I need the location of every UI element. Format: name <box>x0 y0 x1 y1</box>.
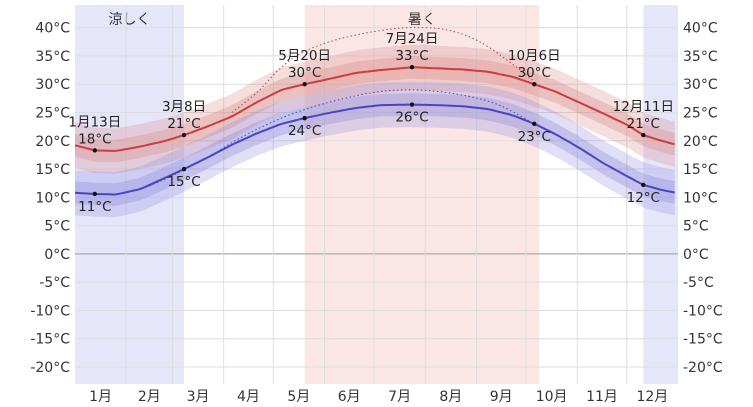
annotation-temp: 33°C <box>395 48 428 64</box>
y-tick-label-right: 5°C <box>683 219 709 235</box>
annotation-point <box>302 81 307 87</box>
low-band-inner <box>75 93 675 206</box>
season-band <box>643 5 678 384</box>
y-tick-label-left: 40°C <box>35 21 70 37</box>
low-band-outer <box>75 81 675 218</box>
y-tick-label-left: 15°C <box>35 162 70 178</box>
annotation-date: 12月11日 <box>613 99 674 115</box>
y-tick-label-right: 0°C <box>683 247 709 263</box>
annotation-temp: 18°C <box>78 131 111 147</box>
annotation-point <box>302 115 307 121</box>
annotation-point <box>92 191 98 197</box>
annotations: 18°C1月13日11°C21°C3月8日15°C30°C5月20日24°C33… <box>68 31 674 215</box>
annotation-point <box>532 81 537 87</box>
percentile-bands <box>75 44 675 218</box>
annotation-point <box>181 132 187 138</box>
annotation-date: 5月20日 <box>278 48 331 64</box>
x-tick-label: 5月 <box>287 389 310 405</box>
high-band-inner <box>75 55 675 163</box>
annotation-temp: 30°C <box>288 65 321 81</box>
y-tick-label-right: 30°C <box>683 77 718 93</box>
annotation-point <box>92 148 98 153</box>
y-tick-label-left: 5°C <box>44 219 70 235</box>
annotation-temp: 21°C <box>627 116 660 132</box>
annotation-temp: 11°C <box>78 199 111 215</box>
y-tick-label-right: 35°C <box>683 49 718 65</box>
annotation-point <box>409 65 415 70</box>
feels-like-high-line <box>231 27 535 113</box>
grid-lines <box>75 5 678 384</box>
annotation-point <box>641 132 646 138</box>
x-tick-label: 6月 <box>338 389 361 405</box>
y-tick-label-right: -15°C <box>683 332 723 348</box>
high-temp-line <box>74 66 675 152</box>
annotation-point <box>641 182 646 188</box>
x-tick-label: 3月 <box>187 389 210 405</box>
feels-like-low-line <box>149 89 535 187</box>
x-tick-label: 1月 <box>89 389 112 405</box>
y-tick-label-left: -5°C <box>39 275 70 291</box>
x-tick-label: 9月 <box>490 389 513 405</box>
y-tick-label-left: -15°C <box>30 332 70 348</box>
x-tick-label: 4月 <box>237 389 260 405</box>
y-tick-label-left: 30°C <box>35 77 70 93</box>
low-temp-line <box>74 103 675 196</box>
y-tick-label-right: 40°C <box>683 21 718 37</box>
annotation-temp: 24°C <box>288 123 321 139</box>
x-tick-label: 7月 <box>388 389 411 405</box>
annotation-point <box>532 121 537 126</box>
annotation-temp: 12°C <box>627 190 660 206</box>
y-tick-label-left: 25°C <box>35 105 70 121</box>
axes: 40°C 40°C 35°C 35°C 30°C 30°C 25°C 25°C 20°C 20°C… <box>30 21 723 405</box>
annotation-date: 10月6日 <box>508 48 561 64</box>
y-tick-label-left: 10°C <box>35 190 70 206</box>
y-tick-label-left: -20°C <box>30 360 70 376</box>
y-tick-label-right: -20°C <box>683 360 723 376</box>
y-tick-label-right: 25°C <box>683 105 718 121</box>
annotation-temp: 21°C <box>167 116 200 132</box>
x-tick-label: 2月 <box>138 389 161 405</box>
x-tick-label: 12月 <box>636 389 668 405</box>
annotation-date: 1月13日 <box>68 114 121 130</box>
x-tick-label: 10月 <box>536 389 568 405</box>
y-tick-label-left: 0°C <box>44 247 70 263</box>
annotation-point <box>409 102 415 107</box>
annotation-temp: 15°C <box>167 174 200 190</box>
annotation-temp: 26°C <box>395 110 428 126</box>
y-tick-label-left: -10°C <box>30 303 70 319</box>
x-tick-label: 11月 <box>586 389 618 405</box>
series-lines <box>74 27 675 196</box>
y-tick-label-left: 20°C <box>35 134 70 150</box>
high-band-outer <box>75 44 675 174</box>
season-label: 暑く <box>408 12 436 28</box>
season-label: 涼しく <box>109 12 151 28</box>
y-tick-label-right: -10°C <box>683 303 723 319</box>
y-tick-label-left: 35°C <box>35 49 70 65</box>
x-tick-label: 8月 <box>439 389 462 405</box>
y-tick-label-right: 10°C <box>683 190 718 206</box>
annotation-date: 3月8日 <box>162 99 206 115</box>
y-tick-label-right: 15°C <box>683 162 718 178</box>
y-tick-label-right: -5°C <box>683 275 714 291</box>
y-tick-label-right: 20°C <box>683 134 718 150</box>
annotation-temp: 30°C <box>518 65 551 81</box>
annotation-temp: 23°C <box>518 129 551 145</box>
annotation-date: 7月24日 <box>386 31 439 47</box>
annotation-point <box>181 166 187 172</box>
